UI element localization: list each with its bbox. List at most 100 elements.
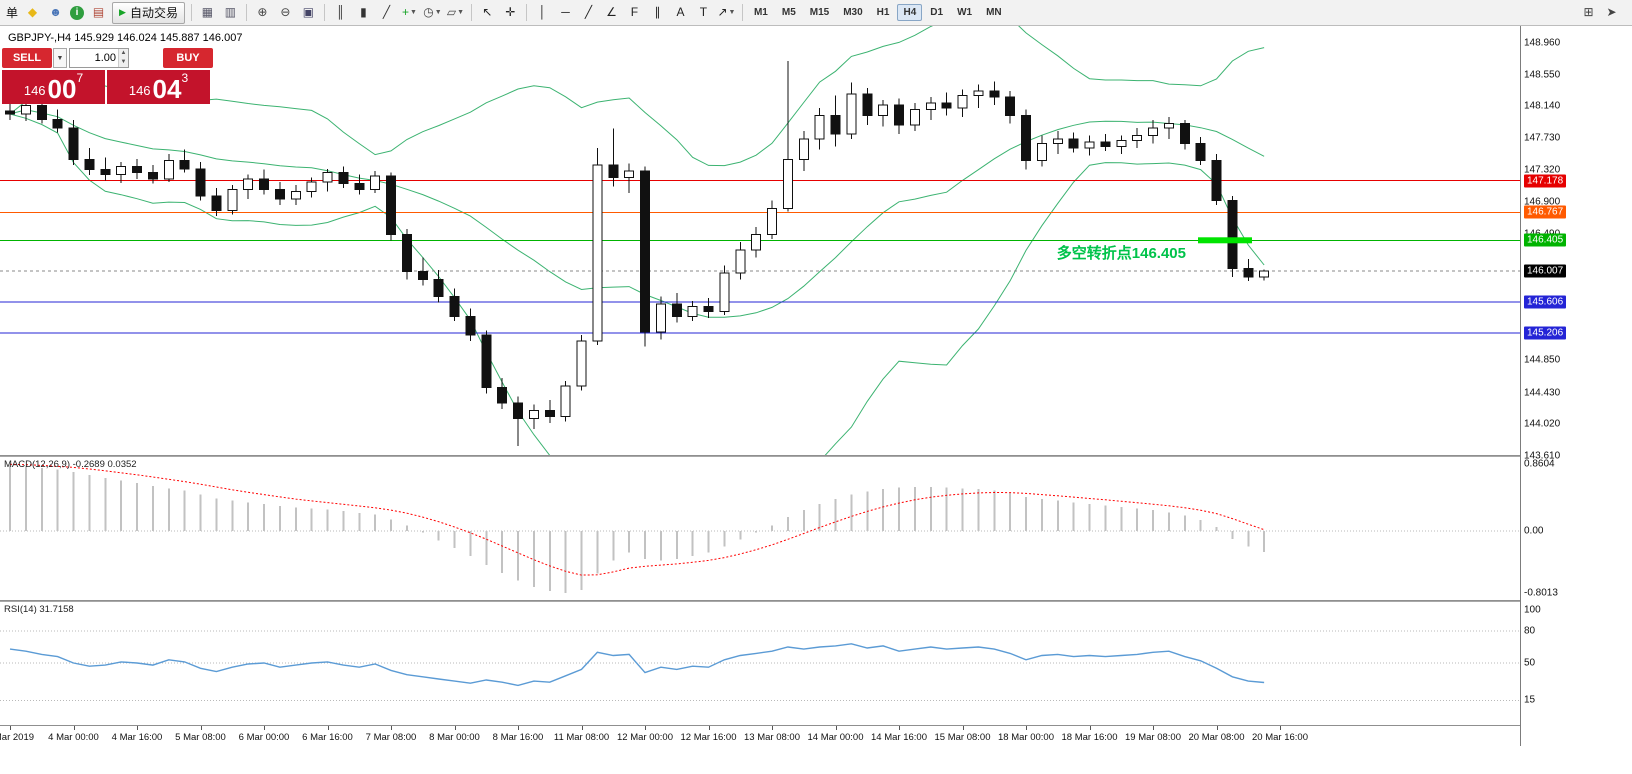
timeframe-button-M30[interactable]: M30 [843,7,863,18]
time-tick [10,726,11,730]
macd-scale-min: -0.8013 [1524,587,1558,599]
time-tick [1280,726,1281,730]
timeframe-button-M1[interactable]: M1 [753,7,768,18]
volume-stepper[interactable]: ▲ ▼ [118,49,128,67]
price-tick-label: 147.320 [1524,164,1561,176]
volume-input[interactable] [70,49,118,67]
time-tick [454,726,456,730]
info-icon[interactable]: i [70,5,85,20]
zoom-in-icon[interactable]: ⊕ [257,5,268,19]
bid-price-box[interactable]: 146 00 7 [2,70,105,104]
candlestick-chart-icon[interactable]: ▮ [360,5,367,19]
autotrade-button[interactable]: ▶ 自动交易 [112,1,185,24]
time-label: 4 Mar 00:00 [48,732,99,743]
indicators-icon[interactable]: + ▼ [399,2,420,23]
toolbar: 单 ◆ ☻ i ▤ ▶ 自动交易 ▦ ▥ ⊕ ⊖ ▣ ║ ▮ ╱ + ▼ ◷ ▼ ▱ ▼ ↖ ✛ │ ─ ╱ ∠ F ∥ A T ↗ ▼ M1 M5… [0,0,1632,26]
horizontal-line-icon[interactable]: ─ [561,5,570,19]
timeframe-button-M15[interactable]: M15 [809,7,830,18]
time-axis[interactable]: 1 Mar 2019 4 Mar 00:00 4 Mar 16:00 5 Mar 08… [0,726,1520,746]
time-label: 11 Mar 08:00 [553,732,610,743]
macd-signal-line [9,463,1265,576]
time-tick [962,726,964,730]
price-tick-label: 144.020 [1524,418,1561,430]
chevron-down-icon: ▼ [434,9,442,16]
panel-separator[interactable] [0,455,1632,457]
price-axis[interactable]: 148.960 148.550 148.140 147.730 147.320 146.9… [1520,26,1632,746]
pointer-icon[interactable]: ➤ [1606,5,1617,19]
timeframe-button-W1[interactable]: W1 [957,7,973,18]
timeframe-button-MN[interactable]: MN [986,7,1002,18]
panel-separator[interactable] [0,600,1632,602]
zoom-out-icon[interactable]: ⊖ [280,5,291,19]
chevron-down-icon: ▼ [728,9,736,16]
time-label: 18 Mar 00:00 [998,732,1054,743]
time-tick [708,726,710,730]
order-type-dropdown[interactable]: ▼ [53,48,67,68]
one-click-trading-panel: SELL ▼ ▲▼ BUY 146 00 7 146 04 3 [2,48,214,104]
time-label: 20 Mar 16:00 [1252,732,1308,743]
templates-icon[interactable]: ▱ ▼ [445,2,466,23]
chart-window: 多空转折点146.405 MACD(12,26,9) -0.2689 0.035… [0,26,1632,746]
bar-chart-icon[interactable]: ║ [336,5,345,19]
rsi-panel[interactable]: RSI(14) 31.7158 [0,601,1520,726]
timeframe-button-H4[interactable]: H4 [897,4,923,21]
time-label: 19 Mar 08:00 [1125,732,1181,743]
periods-icon[interactable]: ◷ ▼ [422,2,443,23]
level-price-label: 146.767 [1524,205,1567,219]
history-data-icon[interactable]: ▤ [92,5,105,19]
line-chart-icon[interactable]: ╱ [382,5,391,19]
level-price-label: 147.178 [1524,174,1567,188]
time-label: 20 Mar 08:00 [1188,732,1245,743]
new-order-button[interactable]: 单 [6,6,19,20]
price-tick-label: 146.900 [1524,196,1561,208]
cursor-icon[interactable]: ↖ [482,5,493,19]
timeframe-button-M5[interactable]: M5 [781,7,796,18]
rsi-scale-label: 80 [1524,625,1536,637]
time-label: 6 Mar 16:00 [302,732,353,743]
text-icon[interactable]: A [676,5,685,19]
ask-prefix: 146 [128,83,151,98]
candlestick-chart[interactable]: 多空转折点146.405 [0,26,1520,456]
new-chart-icon[interactable]: ▦ [201,5,214,19]
time-label: 7 Mar 08:00 [365,732,417,743]
ask-price-box[interactable]: 146 04 3 [107,70,210,104]
timeframe-button-D1[interactable]: D1 [930,7,944,18]
price-tick-label: 148.140 [1524,100,1561,112]
volume-down-icon[interactable]: ▼ [119,58,128,67]
profile-icon[interactable]: ☻ [49,5,62,19]
window-arrange-icon[interactable]: ⊞ [1583,5,1594,19]
toolbar-separator [245,4,247,21]
angle-trend-icon[interactable]: ∠ [606,5,617,19]
channels-icon[interactable]: ∥ [654,5,661,19]
volume-up-icon[interactable]: ▲ [119,49,128,58]
text-label-icon[interactable]: T [699,5,708,19]
toolbar-separator [323,4,325,21]
time-tick [1216,726,1218,730]
time-label: 8 Mar 00:00 [429,732,480,743]
crosshair-icon[interactable]: ✛ [505,5,516,19]
trendline-icon[interactable]: ╱ [584,5,593,19]
tile-windows-icon[interactable]: ▣ [302,5,315,19]
vertical-line-icon[interactable]: │ [538,5,547,19]
fibonacci-icon[interactable]: F [630,5,639,19]
time-label: 14 Mar 16:00 [871,732,927,743]
price-tick-label: 147.730 [1524,132,1561,144]
level-price-label: 145.206 [1524,326,1567,340]
timeframe-button-H1[interactable]: H1 [876,7,890,18]
level-price-label: 146.405 [1524,233,1567,247]
play-icon: ▶ [119,7,126,17]
buy-button[interactable]: BUY [163,48,213,68]
macd-panel[interactable]: MACD(12,26,9) -0.2689 0.0352 [0,456,1520,601]
pivot-highlight-segment[interactable] [1198,237,1252,244]
symbol-ohlc-line: GBPJPY-,H4 145.929 146.024 145.887 146.0… [8,32,243,44]
current-price-label: 146.007 [1524,264,1567,278]
arrows-icon[interactable]: ↗ ▼ [716,2,737,23]
price-tick-label: 148.550 [1524,69,1561,81]
chart-profiles-icon[interactable]: ▥ [224,5,237,19]
volume-field: ▲▼ [69,48,129,68]
time-tick [137,726,138,730]
sell-button[interactable]: SELL [2,48,52,68]
rsi-scale-label: 100 [1524,604,1541,616]
pivot-annotation-text[interactable]: 多空转折点146.405 [1057,244,1186,262]
metaeditor-icon[interactable]: ◆ [27,5,38,19]
